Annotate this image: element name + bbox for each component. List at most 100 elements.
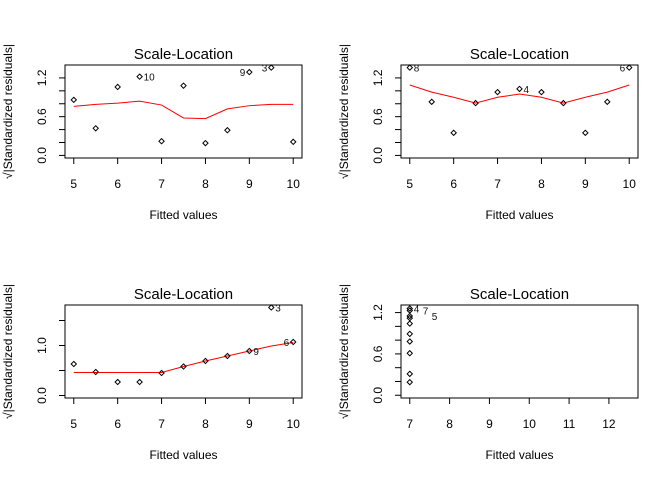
x-tick-label: 7 [158,177,165,191]
panel-3: Scale-Location Fitted values √|Standardize… [1,284,303,462]
data-point [92,368,100,376]
x-tick-label: 8 [202,177,209,191]
x-tick-label: 11 [563,417,576,431]
x-tick-label: 5 [406,177,413,191]
point-label: 10 [144,73,156,84]
x-tick-label: 9 [582,177,589,191]
data-point [267,64,275,71]
x-axis-label: Fitted values [149,448,217,462]
data-point [70,360,78,368]
x-axis-label: Fitted values [149,208,217,222]
x-tick-label: 6 [114,417,121,431]
smooth-line [73,100,294,120]
point-label: 7 [423,307,429,318]
data-point [202,139,209,147]
data-point [136,73,143,80]
chart-title: Scale-Location [470,286,569,303]
data-point [224,352,231,360]
x-tick-label: 8 [538,177,545,191]
point-label: 4 [524,85,530,96]
data-point [494,88,501,96]
point-label: 3 [275,304,281,315]
data-point [406,305,414,312]
y-tick-label: 1.2 [371,304,385,321]
data-point [202,357,209,365]
plot-frame [64,64,303,159]
data-point [180,363,187,370]
y-tick-label: 0.0 [35,147,49,164]
data-point [472,99,479,107]
x-tick-label: 10 [287,417,301,431]
data-point [603,98,611,106]
x-tick-label: 6 [114,177,121,191]
x-tick-label: 9 [486,417,493,431]
x-tick-label: 7 [494,177,501,191]
x-axis-label: Fitted values [485,208,553,222]
data-point [406,378,414,386]
data-point [516,85,523,93]
x-tick-label: 10 [287,177,301,191]
data-point [180,82,187,89]
smooth-line [73,342,294,373]
data-point [246,68,253,76]
point-label: 6 [620,64,626,75]
y-tick-label: 1.0 [35,337,49,354]
x-tick-label: 8 [202,417,209,431]
x-axis-label: Fitted values [485,448,553,462]
y-tick-label: 0.0 [371,387,385,404]
data-point [406,330,414,338]
data-point [224,126,231,134]
x-tick-label: 7 [406,417,413,431]
data-point [582,129,589,137]
data-point [289,338,297,346]
data-point [114,378,121,386]
data-point [70,96,78,104]
chart-title: Scale-Location [470,46,569,63]
data-point [450,129,457,137]
y-axis-label: √|Standardized residuals| [1,44,15,179]
x-tick-label: 9 [246,177,253,191]
chart-title: Scale-Location [134,46,233,63]
y-tick-label: 0.0 [35,387,49,404]
chart-title: Scale-Location [134,286,233,303]
data-point [625,64,633,71]
data-point [92,124,100,132]
point-label: 3 [262,64,268,75]
point-label: 9 [240,68,246,79]
data-point [158,369,165,377]
point-label: 8 [414,64,420,75]
panel-4: Scale-Location Fitted values √|Standardize… [337,284,639,462]
x-tick-label: 8 [446,417,453,431]
y-tick-label: 0.6 [371,345,385,362]
smooth-line [409,84,630,104]
point-label: 4 [414,304,420,315]
data-point [538,88,545,96]
y-tick-label: 1.2 [371,69,385,86]
x-tick-label: 10 [623,177,637,191]
y-tick-label: 0.0 [371,147,385,164]
y-tick-label: 0.6 [35,108,49,125]
x-tick-label: 9 [246,417,253,431]
y-axis-label: √|Standardized residuals| [337,44,351,179]
data-point [406,64,414,71]
data-point [406,349,414,357]
data-point [114,83,121,91]
y-axis-label: √|Standardized residuals| [1,284,15,419]
point-label: 6 [284,338,290,349]
data-point [406,312,414,320]
x-tick-label: 5 [70,417,77,431]
y-tick-label: 1.2 [35,69,49,86]
data-point [246,347,253,355]
data-point [428,98,436,106]
y-tick-label: 0.6 [371,108,385,125]
data-point [406,338,414,345]
x-tick-label: 12 [602,417,616,431]
data-point [267,304,275,311]
panel-1: Scale-Location Fitted values √|Standardize… [1,44,303,222]
y-axis-label: √|Standardized residuals| [337,284,351,419]
x-tick-label: 5 [70,177,77,191]
data-point [158,137,165,145]
point-label: 9 [253,347,259,358]
data-point [289,138,297,146]
